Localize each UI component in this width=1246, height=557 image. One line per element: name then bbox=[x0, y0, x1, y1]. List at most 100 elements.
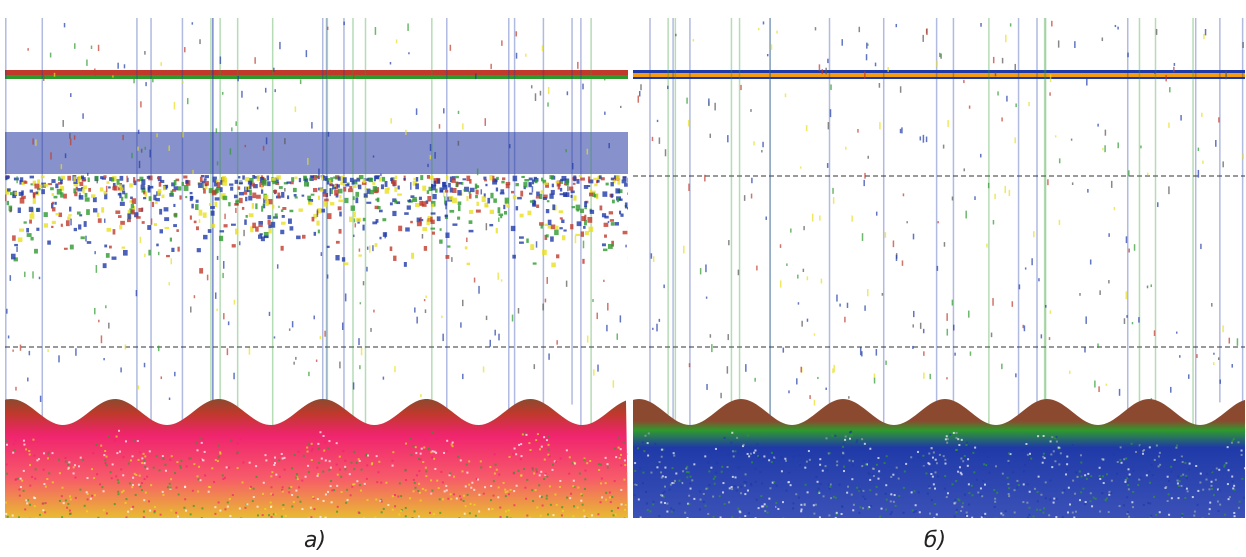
speck bbox=[446, 440, 448, 442]
speck bbox=[242, 207, 244, 210]
speck bbox=[358, 185, 361, 190]
speck bbox=[197, 248, 201, 252]
speck bbox=[885, 484, 887, 486]
speck bbox=[114, 439, 116, 441]
speck bbox=[27, 48, 29, 51]
speck bbox=[23, 440, 25, 442]
speck bbox=[1080, 454, 1082, 456]
speck bbox=[552, 184, 554, 188]
speck bbox=[474, 278, 476, 283]
speck bbox=[688, 495, 690, 497]
speck bbox=[509, 144, 511, 148]
speck bbox=[327, 447, 329, 449]
speck bbox=[910, 456, 912, 458]
speck bbox=[93, 208, 97, 212]
speck bbox=[96, 180, 98, 184]
speck bbox=[1124, 481, 1126, 483]
speck bbox=[393, 256, 396, 261]
speck bbox=[1025, 267, 1027, 269]
speck bbox=[540, 515, 542, 517]
speck bbox=[705, 264, 707, 272]
speck bbox=[568, 473, 570, 475]
speck bbox=[580, 178, 585, 181]
speck bbox=[457, 217, 460, 220]
speck bbox=[505, 510, 507, 512]
speck bbox=[489, 224, 493, 226]
speck bbox=[1080, 462, 1082, 464]
speck bbox=[527, 211, 531, 216]
speck bbox=[1181, 517, 1183, 519]
speck bbox=[671, 467, 673, 469]
speck bbox=[1074, 493, 1076, 495]
speck bbox=[867, 508, 869, 510]
speck bbox=[792, 502, 794, 504]
speck bbox=[63, 502, 65, 504]
speck bbox=[573, 480, 575, 482]
speck bbox=[984, 513, 986, 515]
speck bbox=[577, 487, 579, 489]
speck bbox=[1231, 364, 1233, 368]
speck bbox=[307, 183, 309, 187]
speck bbox=[1077, 476, 1079, 478]
speck bbox=[418, 483, 420, 485]
vertical-streak bbox=[212, 18, 214, 462]
speck bbox=[356, 480, 358, 482]
speck bbox=[876, 486, 878, 488]
speck bbox=[864, 498, 866, 500]
speck bbox=[731, 516, 733, 518]
speck bbox=[415, 446, 417, 448]
speck bbox=[159, 229, 163, 233]
speck bbox=[972, 452, 974, 454]
speck bbox=[1238, 441, 1240, 443]
speck bbox=[605, 499, 607, 501]
speck bbox=[272, 494, 274, 496]
speck bbox=[826, 469, 828, 471]
speck bbox=[836, 512, 838, 514]
speck bbox=[437, 216, 441, 221]
speck bbox=[82, 179, 86, 181]
speck bbox=[523, 176, 525, 178]
speck bbox=[141, 179, 145, 185]
speck bbox=[140, 237, 142, 243]
speck bbox=[894, 494, 896, 496]
speck bbox=[344, 466, 346, 468]
speck bbox=[237, 76, 239, 81]
speck bbox=[190, 192, 193, 194]
speck bbox=[98, 218, 102, 223]
speck bbox=[780, 244, 782, 248]
speck bbox=[279, 519, 281, 521]
speck bbox=[666, 448, 668, 450]
speck bbox=[171, 248, 174, 252]
speck bbox=[943, 145, 945, 149]
speck bbox=[1154, 70, 1156, 74]
speck bbox=[1178, 497, 1180, 499]
speck bbox=[137, 147, 139, 151]
speck bbox=[108, 323, 110, 329]
speck bbox=[947, 438, 949, 440]
speck bbox=[223, 196, 228, 200]
speck bbox=[540, 471, 542, 473]
speck bbox=[981, 516, 983, 518]
speck bbox=[825, 388, 827, 390]
speck bbox=[548, 444, 550, 446]
speck bbox=[609, 211, 613, 214]
speck bbox=[390, 62, 392, 65]
speck bbox=[348, 189, 353, 193]
speck bbox=[744, 195, 746, 201]
speck bbox=[797, 275, 799, 279]
speck bbox=[232, 244, 236, 247]
speck bbox=[208, 491, 210, 493]
vertical-streak bbox=[327, 18, 329, 459]
speck bbox=[52, 221, 56, 224]
speck bbox=[902, 260, 904, 265]
speck bbox=[1187, 490, 1189, 492]
speck bbox=[1111, 181, 1113, 188]
speck bbox=[500, 523, 502, 525]
speck bbox=[263, 146, 265, 151]
speck bbox=[1043, 435, 1045, 437]
speck bbox=[534, 364, 536, 369]
speck bbox=[866, 54, 868, 60]
speck bbox=[1135, 451, 1137, 453]
speck bbox=[738, 270, 740, 276]
speck bbox=[1079, 470, 1081, 472]
